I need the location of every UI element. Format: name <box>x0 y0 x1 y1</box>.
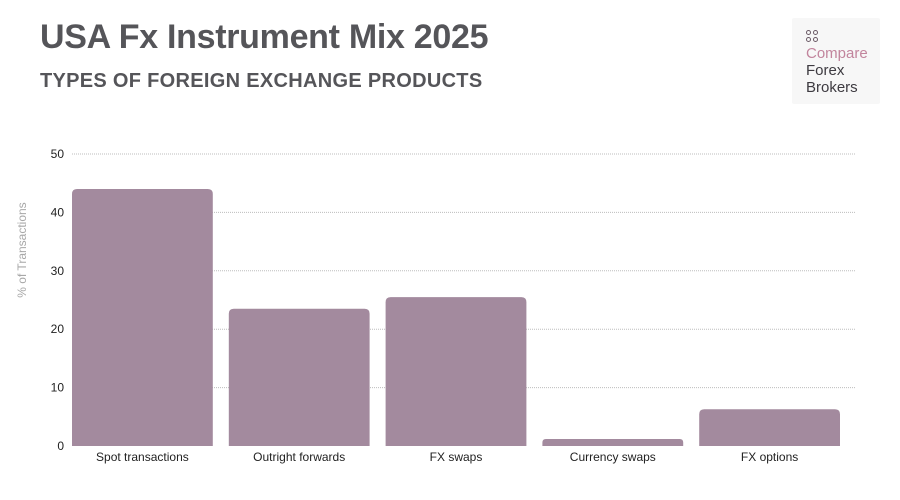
bar <box>228 308 370 446</box>
logo-word-brokers: Brokers <box>806 79 858 96</box>
bar <box>542 438 684 446</box>
y-tick-label: 40 <box>51 205 65 219</box>
x-tick-label: Currency swaps <box>570 450 656 464</box>
x-tick-label: Outright forwards <box>253 450 345 464</box>
x-tick-label: Spot transactions <box>96 450 189 464</box>
y-tick-label: 20 <box>51 322 65 336</box>
brand-logo: Compare Forex Brokers <box>792 18 880 104</box>
bar <box>72 189 213 447</box>
x-tick-label: FX swaps <box>430 450 483 464</box>
y-tick-label: 30 <box>51 264 65 278</box>
bar <box>699 409 840 446</box>
chart-subtitle: TYPES OF FOREIGN EXCHANGE PRODUCTS <box>40 70 483 92</box>
y-tick-label: 50 <box>51 147 65 161</box>
y-tick-label: 0 <box>57 439 64 453</box>
x-tick-label: FX options <box>741 450 798 464</box>
logo-word-forex: Forex <box>806 62 845 79</box>
y-tick-label: 10 <box>51 381 65 395</box>
logo-dots-icon <box>806 30 822 46</box>
logo-word-compare: Compare <box>806 45 868 62</box>
chart-title: USA Fx Instrument Mix 2025 <box>40 18 489 56</box>
bar <box>385 297 527 446</box>
